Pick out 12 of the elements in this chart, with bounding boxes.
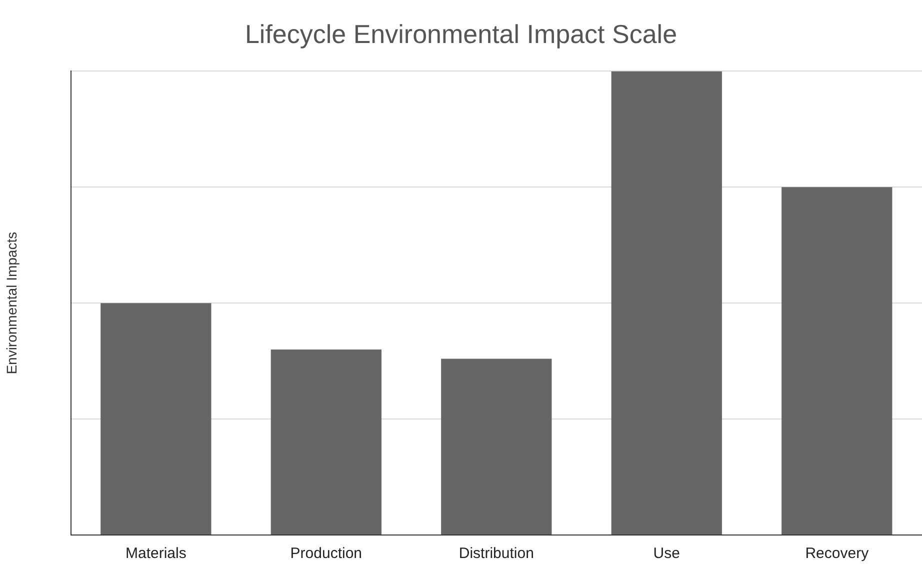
x-tick-label: Distribution (458, 545, 534, 562)
x-tick-label: Production (290, 545, 362, 562)
x-tick-label: Recovery (805, 545, 870, 562)
y-axis-title: Environmental Impacts (3, 232, 20, 374)
x-tick-label: Materials (125, 545, 186, 562)
chart-title: Lifecycle Environmental Impact Scale (244, 18, 678, 49)
bar (100, 303, 212, 534)
bar (782, 187, 892, 534)
bar (611, 71, 722, 534)
bar (441, 358, 552, 534)
x-tick-label: Use (653, 545, 680, 562)
bar (270, 349, 382, 534)
